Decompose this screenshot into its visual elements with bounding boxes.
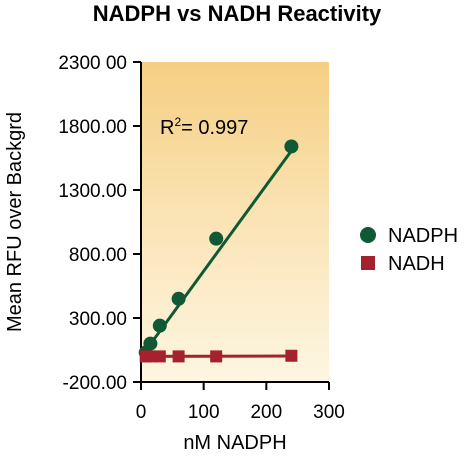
y-tick-label: 1300.00 bbox=[58, 181, 127, 202]
nadh-point bbox=[153, 350, 166, 363]
y-tick-label: 800.00 bbox=[69, 245, 127, 266]
x-tick-label: 300 bbox=[313, 402, 345, 423]
nadph-point bbox=[152, 318, 167, 333]
nadph-point bbox=[171, 291, 186, 306]
x-axis-label: nM NADPH bbox=[183, 432, 286, 454]
nadph-point bbox=[143, 336, 158, 351]
y-axis-label: Mean RFU over Backgrd bbox=[4, 112, 26, 332]
legend-nadph-marker bbox=[360, 227, 376, 243]
nadph-fit-line bbox=[144, 145, 296, 352]
nadh-point bbox=[285, 349, 298, 362]
series-layer bbox=[138, 139, 299, 363]
legend-nadh-marker bbox=[361, 256, 375, 270]
nadph-point bbox=[209, 231, 224, 246]
y-tick-label: 2300 00 bbox=[58, 53, 127, 74]
legend-nadh-label: NADH bbox=[388, 253, 445, 275]
legend: NADPH NADH bbox=[360, 225, 458, 275]
legend-nadph-label: NADPH bbox=[388, 225, 458, 247]
y-tick-label: -200.00 bbox=[63, 373, 127, 394]
series-nadh bbox=[139, 349, 298, 363]
nadh-point bbox=[172, 350, 185, 363]
nadh-point bbox=[144, 350, 157, 363]
nadph-point bbox=[284, 139, 299, 154]
chart-title: NADPH vs NADH Reactivity bbox=[93, 1, 382, 26]
nadh-point bbox=[210, 350, 223, 363]
x-tick-label: 100 bbox=[188, 402, 220, 423]
axes: -200.00 300.00 800.00 1300.00 1800.00 2300 00… bbox=[58, 53, 345, 423]
plot-area bbox=[141, 62, 329, 382]
x-tick-label: 0 bbox=[136, 402, 147, 423]
y-tick-label: 1800.00 bbox=[58, 117, 127, 138]
x-tick-label: 200 bbox=[250, 402, 282, 423]
r-squared-annotation: R2= 0.997 bbox=[160, 115, 248, 139]
y-tick-label: 300.00 bbox=[69, 309, 127, 330]
